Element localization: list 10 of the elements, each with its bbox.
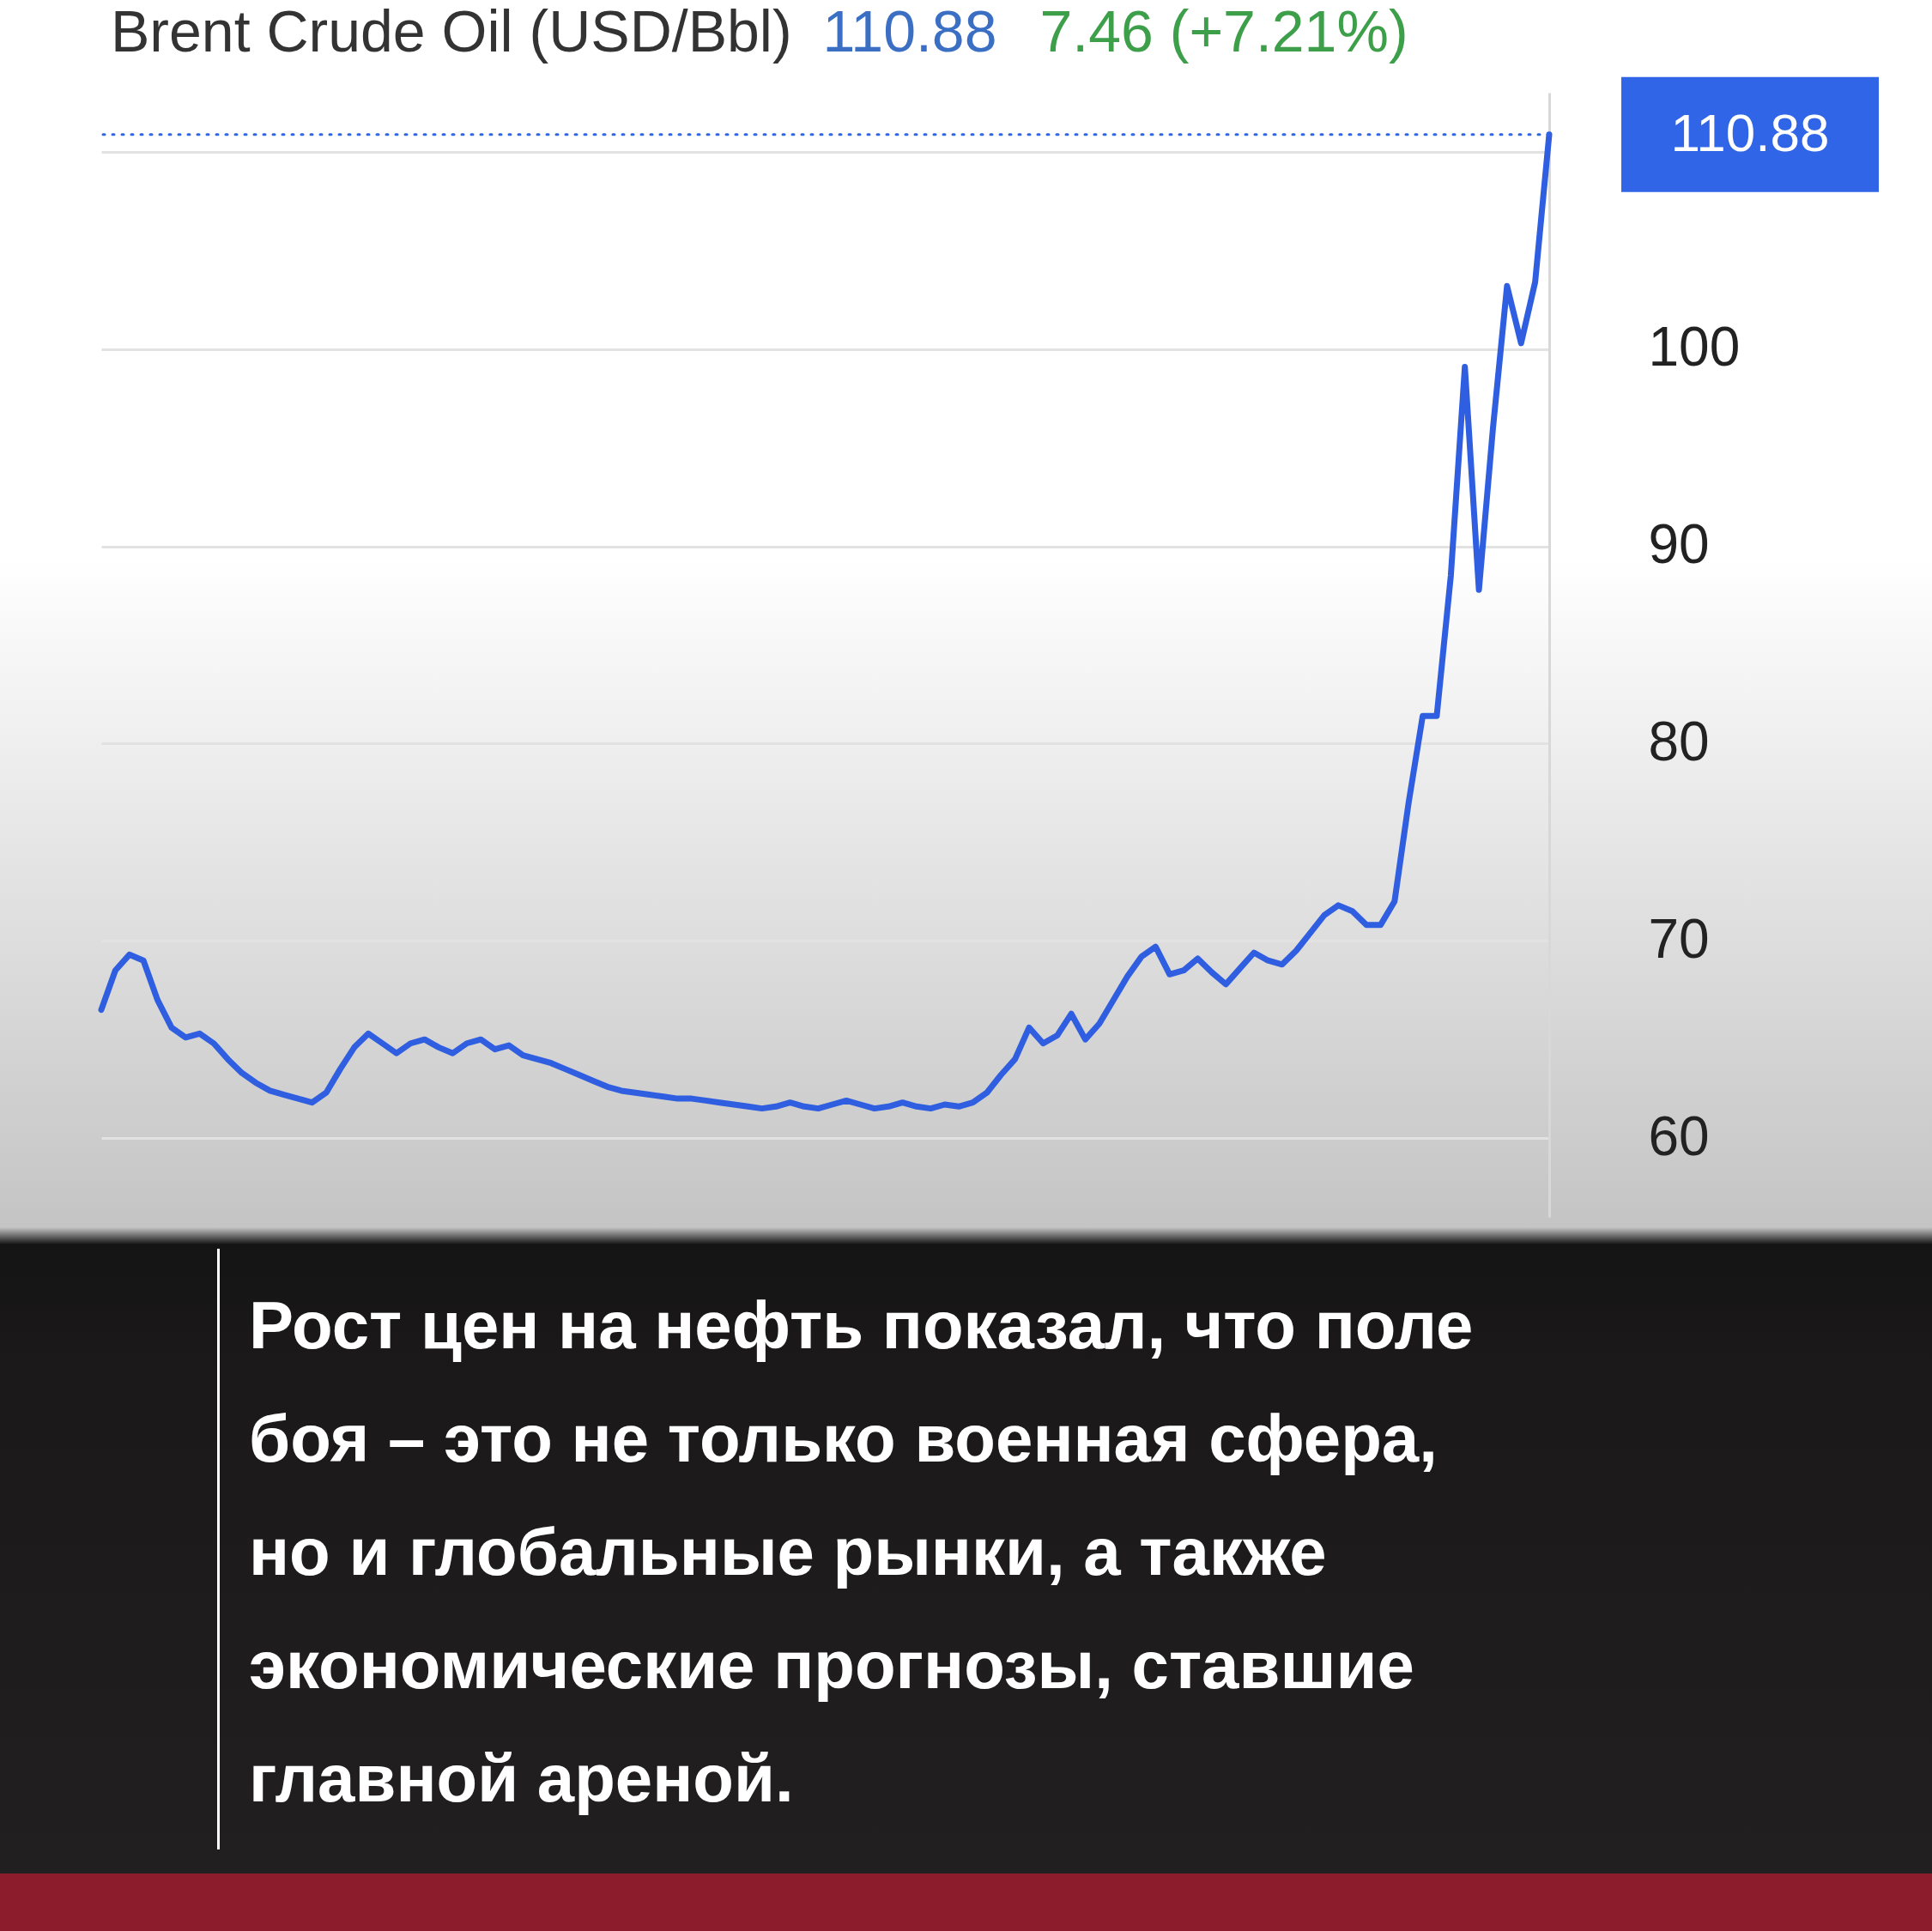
text: 110.88 (822, 0, 997, 64)
y-tick-label: 60 (1648, 1105, 1710, 1167)
y-tick-label: 70 (1648, 907, 1710, 970)
chart-title: Brent Crude Oil (USD/Bbl) (111, 0, 792, 64)
text: 7.46 (+7.21%) (1039, 0, 1408, 64)
y-tick-label: 80 (1648, 710, 1710, 772)
y-tick-label: 100 (1648, 316, 1741, 378)
text: Рост цен на нефть показал, что поле боя – это не только военная сфера, но и глобальные рынки, а также экономические прогнозы, ставшие главной ареной. (249, 1286, 1475, 1818)
ref-line-label: 110.88 (1670, 102, 1830, 162)
y-tick-label: 90 (1648, 513, 1710, 576)
